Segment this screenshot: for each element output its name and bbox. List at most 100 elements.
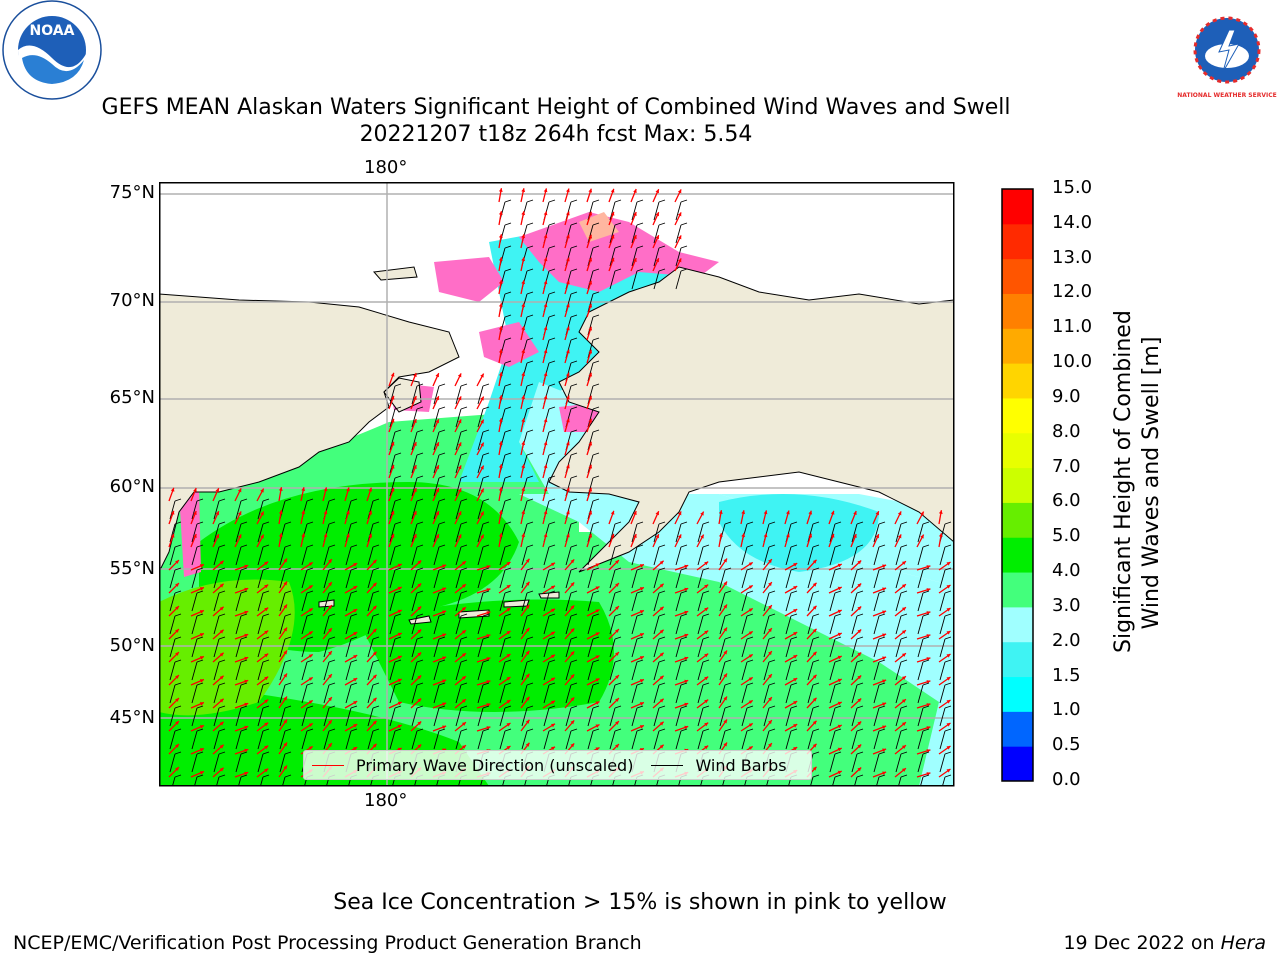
- wave-arrow-head: [812, 651, 817, 656]
- lat-label: 60°N: [109, 476, 155, 497]
- wind-barb: [719, 728, 732, 750]
- wind-barb: [609, 567, 622, 589]
- wave-arrow-head: [308, 631, 313, 635]
- wind-barb: [477, 475, 490, 497]
- wave-arrow-head: [857, 560, 862, 565]
- wind-barb: [697, 636, 710, 658]
- wind-barb: [587, 222, 600, 244]
- wave-arrow-head: [615, 698, 619, 702]
- wave-arrow-head: [830, 533, 835, 538]
- wind-barb: [895, 682, 908, 704]
- wind-barb: [829, 705, 842, 727]
- wind-barb: [194, 774, 204, 786]
- wind-barb: [389, 705, 402, 727]
- wind-barb: [807, 613, 820, 635]
- wave-arrow-head: [219, 606, 224, 611]
- wave-arrow-head: [244, 748, 249, 753]
- wave-arrow-head: [901, 768, 906, 772]
- wave-arrow-head: [633, 258, 637, 262]
- wind-barb: [345, 613, 358, 635]
- wind-barb: [235, 682, 248, 704]
- wave-arrow-head: [264, 722, 269, 727]
- wave-arrow-head: [264, 745, 269, 750]
- wave-arrow-head: [521, 464, 526, 469]
- wind-barb: [587, 452, 600, 474]
- wind-barb: [543, 567, 556, 589]
- wind-barb: [323, 590, 336, 612]
- wind-barb: [521, 544, 534, 566]
- wave-arrow-head: [199, 610, 204, 614]
- wind-barb: [411, 636, 424, 658]
- wave-arrow-head: [748, 562, 753, 566]
- wave-arrow-head: [920, 534, 924, 539]
- wind-barb: [807, 659, 820, 681]
- wave-arrow-head: [543, 487, 548, 492]
- wind-barb: [631, 199, 644, 221]
- wave-arrow-head: [480, 396, 484, 401]
- wind-barb: [851, 682, 864, 704]
- wave-arrow-head: [551, 746, 555, 751]
- wind-barb: [235, 613, 248, 635]
- wave-arrow-head: [498, 464, 503, 468]
- wind-barb: [741, 682, 754, 704]
- wave-arrow-head: [525, 673, 530, 678]
- wave-arrow-head: [723, 604, 727, 609]
- wind-barb: [521, 636, 534, 658]
- wave-arrow-head: [219, 583, 224, 588]
- wind-barb: [609, 636, 622, 658]
- wind-barb: [653, 222, 666, 244]
- wave-arrow-head: [397, 724, 402, 729]
- wind-barb: [675, 613, 688, 635]
- wind-barb: [829, 567, 842, 589]
- wave-arrow-head: [595, 632, 600, 636]
- wave-arrow-head: [498, 349, 503, 353]
- wind-barb: [257, 682, 270, 704]
- wind-barb: [587, 383, 600, 405]
- wind-barb: [279, 728, 292, 750]
- wind-barb: [609, 659, 622, 681]
- wind-barb: [653, 521, 666, 543]
- wave-arrow-head: [264, 561, 269, 566]
- wave-arrow-head: [521, 372, 526, 377]
- colorbar-segment: [1002, 676, 1033, 712]
- wind-barb: [587, 682, 600, 704]
- wind-barb: [169, 613, 182, 635]
- wind-barb: [631, 544, 644, 566]
- wave-arrow-head: [390, 395, 395, 400]
- wave-arrow-head: [615, 560, 619, 564]
- wind-barb: [653, 567, 666, 589]
- wave-arrow-head: [748, 700, 753, 704]
- wave-arrow-head: [237, 534, 242, 539]
- wave-arrow-head: [595, 609, 600, 613]
- wave-arrow-head: [353, 563, 358, 567]
- wave-arrow-head: [946, 562, 951, 566]
- wind-barb: [521, 705, 534, 727]
- wave-arrow-head: [498, 280, 503, 284]
- wind-barb: [191, 498, 204, 520]
- footer-host: Hera: [1220, 932, 1266, 954]
- wind-barb: [389, 728, 402, 750]
- wind-barb: [345, 544, 358, 566]
- wave-arrow-head: [480, 373, 484, 378]
- wind-barb: [675, 636, 688, 658]
- wave-arrow-head: [570, 582, 575, 587]
- wave-arrow-head: [521, 533, 526, 538]
- wind-barb: [587, 337, 600, 359]
- wave-arrow-head: [328, 582, 332, 587]
- wave-arrow-head: [417, 629, 422, 634]
- wind-barb: [942, 774, 952, 786]
- wave-arrow-head: [882, 679, 887, 683]
- wind-barb: [235, 590, 248, 612]
- wave-arrow-head: [633, 511, 637, 515]
- wind-barb: [279, 751, 292, 773]
- wave-arrow-head: [700, 511, 704, 516]
- wind-barb: [697, 567, 710, 589]
- wind-barb: [653, 613, 666, 635]
- wind-barb: [873, 521, 886, 543]
- wind-barb: [763, 705, 776, 727]
- wave-arrow-head: [278, 487, 283, 491]
- colorbar-segment: [1002, 467, 1033, 503]
- wind-barb: [213, 636, 226, 658]
- wave-arrow-head: [901, 561, 906, 565]
- wave-arrow-head: [323, 487, 328, 492]
